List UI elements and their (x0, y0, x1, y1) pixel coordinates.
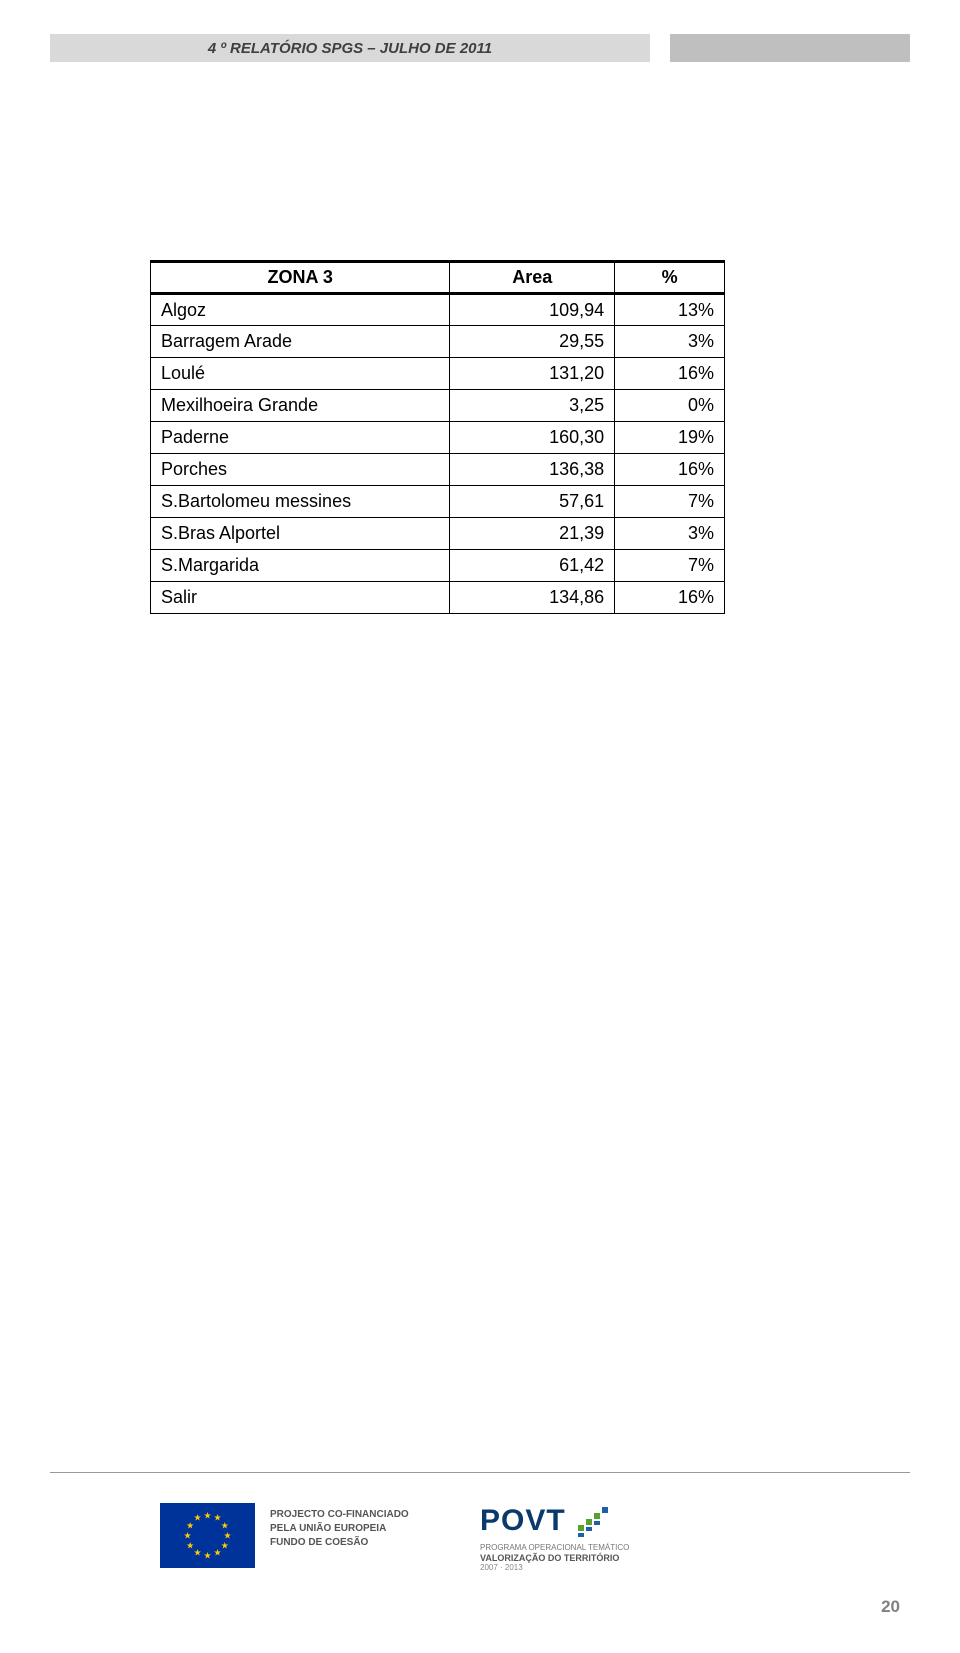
povt-icon (574, 1501, 614, 1541)
cofin-line-1: PROJECTO CO-FINANCIADO (270, 1508, 409, 1522)
cell-name: S.Bras Alportel (151, 518, 450, 550)
eu-flag-icon: ★★★★★★★★★★★★ (160, 1503, 255, 1568)
cell-name: Salir (151, 582, 450, 614)
cell-name: Algoz (151, 294, 450, 326)
eu-star-icon: ★ (221, 1521, 229, 1530)
cell-name: Barragem Arade (151, 326, 450, 358)
cell-name: Loulé (151, 358, 450, 390)
cofin-line-2: PELA UNIÃO EUROPEIA (270, 1522, 409, 1536)
cell-name: Paderne (151, 422, 450, 454)
cell-pct: 0% (615, 390, 725, 422)
table-header-row: ZONA 3 Area % (151, 262, 725, 294)
page-header-title: 4 º RELATÓRIO SPGS – JULHO DE 2011 (50, 34, 650, 62)
eu-star-icon: ★ (223, 1531, 231, 1540)
zona3-table: ZONA 3 Area % Algoz109,9413%Barragem Ara… (150, 260, 725, 614)
cell-pct: 19% (615, 422, 725, 454)
cell-pct: 3% (615, 326, 725, 358)
cell-pct: 3% (615, 518, 725, 550)
cell-area: 109,94 (450, 294, 615, 326)
page-header-bar: 4 º RELATÓRIO SPGS – JULHO DE 2011 (50, 34, 910, 62)
cell-name: Porches (151, 454, 450, 486)
table-row: Loulé131,2016% (151, 358, 725, 390)
table-row: Paderne160,3019% (151, 422, 725, 454)
povt-block: POVT PROGRAMA OPERACIONAL TEMÁTICO VALOR… (480, 1501, 710, 1572)
table-row: Porches136,3816% (151, 454, 725, 486)
povt-logo: POVT (480, 1501, 710, 1541)
cell-area: 131,20 (450, 358, 615, 390)
col-header-zona: ZONA 3 (151, 262, 450, 294)
cell-area: 136,38 (450, 454, 615, 486)
cell-name: Mexilhoeira Grande (151, 390, 450, 422)
eu-star-icon: ★ (221, 1541, 229, 1550)
eu-stars: ★★★★★★★★★★★★ (183, 1511, 233, 1561)
cell-area: 160,30 (450, 422, 615, 454)
col-header-pct: % (615, 262, 725, 294)
cell-area: 3,25 (450, 390, 615, 422)
povt-sub2: VALORIZAÇÃO DO TERRITÓRIO (480, 1553, 710, 1563)
page-number: 20 (881, 1597, 900, 1617)
cell-area: 134,86 (450, 582, 615, 614)
cell-pct: 16% (615, 358, 725, 390)
cell-area: 57,61 (450, 486, 615, 518)
eu-star-icon: ★ (183, 1531, 191, 1540)
table-row: Algoz109,9413% (151, 294, 725, 326)
eu-star-icon: ★ (193, 1514, 201, 1523)
cell-pct: 16% (615, 582, 725, 614)
col-header-area: Area (450, 262, 615, 294)
cofin-line-3: FUNDO DE COESÃO (270, 1536, 409, 1550)
footer-divider (50, 1472, 910, 1473)
cell-pct: 13% (615, 294, 725, 326)
table-row: S.Bartolomeu messines57,617% (151, 486, 725, 518)
cell-name: S.Margarida (151, 550, 450, 582)
cell-pct: 7% (615, 550, 725, 582)
table-row: S.Bras Alportel21,393% (151, 518, 725, 550)
table-row: Barragem Arade29,553% (151, 326, 725, 358)
cell-area: 21,39 (450, 518, 615, 550)
cofinancing-text: PROJECTO CO-FINANCIADO PELA UNIÃO EUROPE… (270, 1508, 409, 1550)
cell-pct: 7% (615, 486, 725, 518)
povt-sub1: PROGRAMA OPERACIONAL TEMÁTICO (480, 1543, 710, 1553)
table-row: S.Margarida61,427% (151, 550, 725, 582)
eu-star-icon: ★ (193, 1548, 201, 1557)
cell-name: S.Bartolomeu messines (151, 486, 450, 518)
page-footer: ★★★★★★★★★★★★ PROJECTO CO-FINANCIADO PELA… (50, 1493, 910, 1583)
povt-sub3: 2007 · 2013 (480, 1563, 710, 1572)
eu-star-icon: ★ (203, 1511, 211, 1520)
table-row: Mexilhoeira Grande3,250% (151, 390, 725, 422)
table-body: Algoz109,9413%Barragem Arade29,553%Loulé… (151, 294, 725, 614)
povt-label: POVT (480, 1504, 566, 1538)
table-row: Salir134,8616% (151, 582, 725, 614)
eu-star-icon: ★ (203, 1551, 211, 1560)
eu-star-icon: ★ (186, 1541, 194, 1550)
eu-star-icon: ★ (213, 1548, 221, 1557)
cell-area: 29,55 (450, 326, 615, 358)
page-header-accent (670, 34, 910, 62)
cell-area: 61,42 (450, 550, 615, 582)
cell-pct: 16% (615, 454, 725, 486)
